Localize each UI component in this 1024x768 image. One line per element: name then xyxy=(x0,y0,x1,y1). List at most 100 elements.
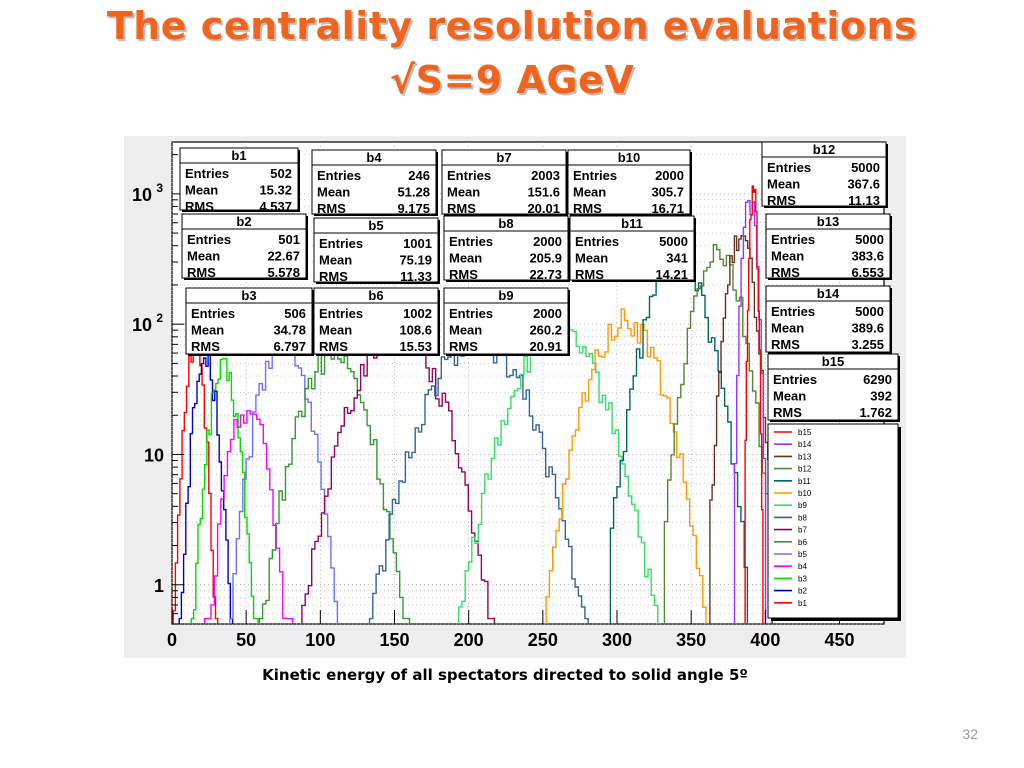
histogram-b14 xyxy=(733,200,767,624)
stat-value: 11.13 xyxy=(848,193,880,208)
stat-label: Entries xyxy=(573,168,617,183)
stat-label: RMS xyxy=(449,267,478,282)
legend-item-b13: b13 xyxy=(774,452,812,461)
x-tick-label: 0 xyxy=(167,630,177,650)
legend-label: b1 xyxy=(798,599,807,608)
stat-box-title: b5 xyxy=(368,218,383,233)
stat-label: Mean xyxy=(449,323,482,338)
stat-label: Entries xyxy=(319,236,363,251)
slide-title: The centrality resolution evaluations xyxy=(106,4,918,48)
stat-value: 383.6 xyxy=(851,249,884,264)
stat-value: 5000 xyxy=(855,232,884,247)
x-axis-caption: Kinetic energy of all spectators directe… xyxy=(208,660,802,690)
stat-box-title: b8 xyxy=(498,216,513,231)
legend-item-b12: b12 xyxy=(774,465,812,474)
stat-label: RMS xyxy=(771,337,800,352)
stat-value: 260.2 xyxy=(529,323,562,338)
stat-label: RMS xyxy=(447,201,476,216)
stat-value: 1.762 xyxy=(859,405,892,420)
stat-value: 22.73 xyxy=(529,267,562,282)
legend-label: b6 xyxy=(798,538,807,547)
x-tick-label: 200 xyxy=(454,630,484,650)
stat-value: 15.53 xyxy=(399,339,432,354)
y-tick-label: 10 xyxy=(132,185,152,205)
stat-value: 389.6 xyxy=(851,321,884,336)
legend-item-b4: b4 xyxy=(774,562,807,571)
stat-value: 20.91 xyxy=(529,339,562,354)
stat-value: 6.797 xyxy=(273,339,306,354)
stat-value: 151.6 xyxy=(527,185,560,200)
legend-item-b15: b15 xyxy=(774,428,812,437)
stat-label: Mean xyxy=(317,185,350,200)
stat-box-b7: b7 Entries 2003 Mean 151.6 RMS 20.01 xyxy=(441,149,568,216)
stat-box-title: b9 xyxy=(498,288,513,303)
stat-value: 6.553 xyxy=(851,265,884,280)
stat-label: RMS xyxy=(767,193,796,208)
legend-label: b5 xyxy=(798,550,807,559)
legend-label: b3 xyxy=(798,574,807,583)
stat-label: RMS xyxy=(319,269,348,284)
stat-label: Entries xyxy=(767,160,811,175)
stat-label: Mean xyxy=(771,321,804,336)
stat-value: 2000 xyxy=(533,306,562,321)
stat-value: 16.71 xyxy=(651,201,684,216)
stat-label: Mean xyxy=(187,249,220,264)
stat-box-frame xyxy=(313,217,439,283)
page-number: 32 xyxy=(962,726,978,742)
legend: b15 b14 b13 b12 b11 b10 b9 b8 b7 b6 b5 b4 b3 b2 b1 xyxy=(767,423,901,621)
legend-item-b5: b5 xyxy=(774,550,807,559)
x-tick-label: 100 xyxy=(305,630,335,650)
stat-box-title: b13 xyxy=(817,214,839,229)
legend-label: b11 xyxy=(798,477,811,486)
stat-value: 246 xyxy=(408,168,430,183)
stat-value: 2000 xyxy=(655,168,684,183)
legend-frame xyxy=(767,423,899,619)
stat-value: 1001 xyxy=(403,236,432,251)
stat-value: 34.78 xyxy=(273,323,306,338)
histogram-b12 xyxy=(663,244,773,624)
stat-label: RMS xyxy=(319,339,348,354)
stat-value: 51.28 xyxy=(397,185,430,200)
x-tick-label: 150 xyxy=(379,630,409,650)
stat-box-title: b10 xyxy=(618,150,640,165)
stat-label: Mean xyxy=(767,177,800,192)
legend-item-b7: b7 xyxy=(774,526,807,535)
stat-box-title: b2 xyxy=(236,214,251,229)
stat-label: Entries xyxy=(187,232,231,247)
stat-box-frame xyxy=(767,353,899,421)
histogram-b3 xyxy=(190,358,259,624)
stat-label: Entries xyxy=(771,232,815,247)
stat-box-frame xyxy=(567,149,691,215)
y-tick-exponent: 3 xyxy=(156,181,163,195)
stat-box-title: b1 xyxy=(231,148,246,163)
stat-box-b9: b9 Entries 2000 Mean 260.2 RMS 20.91 xyxy=(443,287,570,356)
stat-value: 5.578 xyxy=(267,265,300,280)
stat-value: 5000 xyxy=(855,304,884,319)
stat-box-frame xyxy=(761,141,887,207)
stat-label: RMS xyxy=(573,201,602,216)
stat-value: 502 xyxy=(270,166,292,181)
stat-box-title: b12 xyxy=(813,142,835,157)
stat-box-frame xyxy=(311,149,437,215)
stat-value: 11.33 xyxy=(400,269,432,284)
stat-label: Mean xyxy=(319,323,352,338)
stat-label: Mean xyxy=(771,249,804,264)
stat-label: Entries xyxy=(449,234,493,249)
legend-item-b6: b6 xyxy=(774,538,807,547)
stat-label: Entries xyxy=(185,166,229,181)
legend-item-b14: b14 xyxy=(774,440,812,449)
legend-label: b4 xyxy=(798,562,807,571)
stat-label: Entries xyxy=(191,306,235,321)
x-tick-label: 50 xyxy=(236,630,256,650)
stat-label: Mean xyxy=(447,185,480,200)
stat-box-frame xyxy=(313,287,439,355)
stat-value: 108.6 xyxy=(399,323,432,338)
legend-label: b7 xyxy=(798,526,807,535)
histogram-b4 xyxy=(203,410,294,624)
stat-value: 205.9 xyxy=(529,251,562,266)
stat-label: RMS xyxy=(771,265,800,280)
stat-label: Mean xyxy=(573,185,606,200)
stat-value: 5000 xyxy=(659,234,688,249)
